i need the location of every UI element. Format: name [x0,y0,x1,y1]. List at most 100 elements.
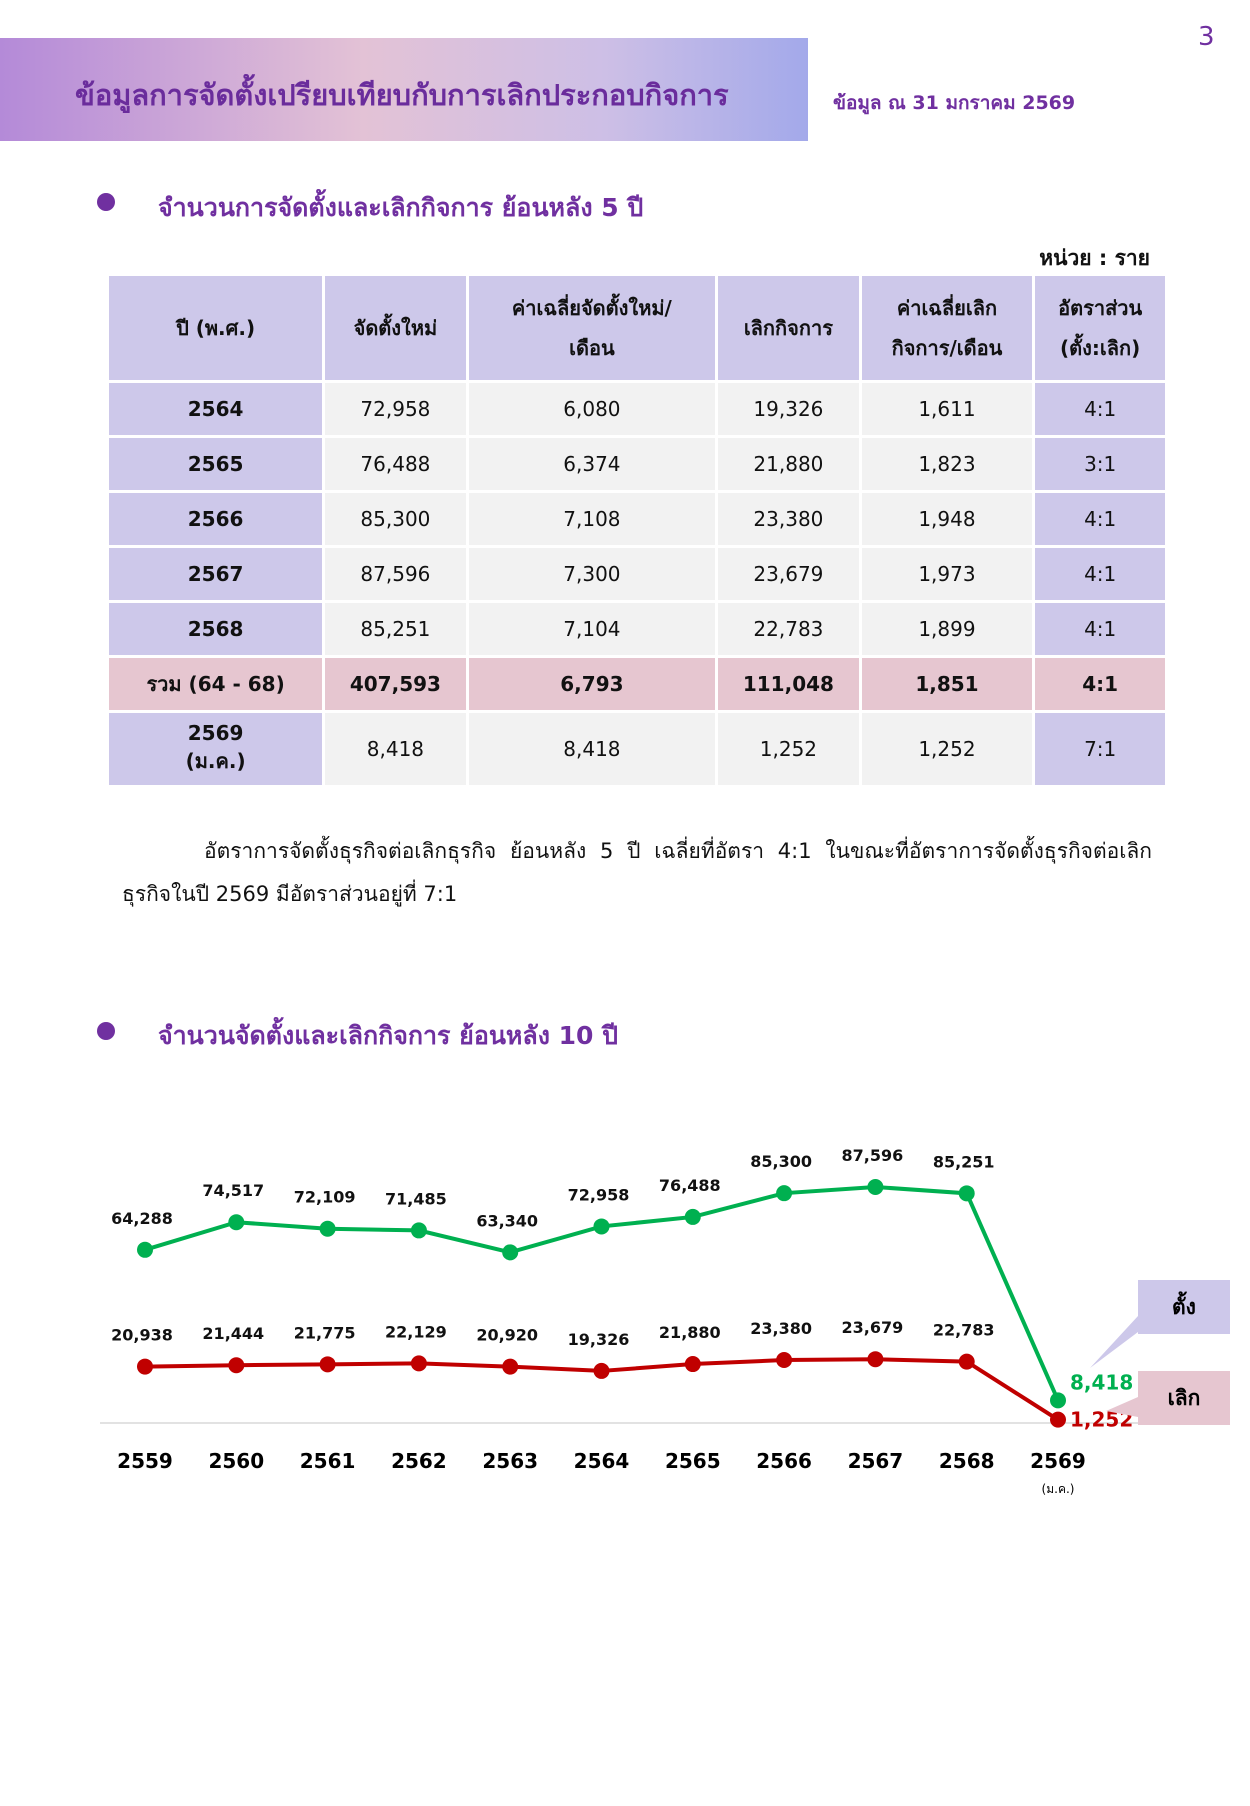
data-label: 87,596 [842,1146,904,1165]
table-cell: 7:1 [1035,713,1165,785]
data-label: 20,938 [111,1326,173,1345]
data-label: 76,488 [659,1176,721,1195]
header-cell: ปี (พ.ศ.) [109,276,323,380]
x-tick-label: 2568 [939,1449,995,1473]
table-cell: รวม (64 - 68) [109,658,323,710]
table-cell: 1,948 [861,493,1033,545]
data-label: 21,880 [659,1323,721,1342]
data-point [684,1356,701,1373]
data-label: 20,920 [476,1326,538,1345]
x-tick-label: 2567 [848,1449,904,1473]
data-point [319,1220,336,1237]
table-cell: 85,300 [325,493,466,545]
table-cell: 6,793 [468,658,716,710]
legend-callout [1090,1280,1230,1368]
table-cell: 111,048 [718,658,859,710]
data-label: 19,326 [568,1330,630,1349]
data-label: 64,288 [111,1209,173,1228]
data-label: 74,517 [202,1181,264,1200]
legend-label: เลิก [1168,1386,1201,1410]
table-cell: 23,380 [718,493,859,545]
table-row: 2568 85,251 7,104 22,783 1,899 4:1 [109,603,1165,655]
data-label: 22,783 [933,1321,995,1340]
data-label: 72,958 [568,1185,630,1204]
table-cell: 7,300 [468,548,716,600]
data-label: 85,300 [750,1152,812,1171]
table-cell: 1,252 [718,713,859,785]
table-cell: 85,251 [325,603,466,655]
data-point [593,1218,610,1235]
bullet [97,193,115,211]
data-point [137,1358,153,1375]
data-point [776,1185,793,1202]
data-point [1050,1392,1066,1409]
data-label: 63,340 [476,1211,538,1230]
table-cell: 23,679 [718,548,859,600]
table-cell: 7,108 [468,493,716,545]
data-label: 72,109 [294,1188,356,1207]
table-cell: 6,080 [468,383,716,435]
header-cell: เลิกกิจการ [718,276,859,380]
table-row: 2567 87,596 7,300 23,679 1,973 4:1 [109,548,1165,600]
data-point [1050,1411,1066,1428]
x-tick-note: (ม.ค.) [1042,1482,1075,1496]
table-row: รวม (64 - 68) 407,593 6,793 111,048 1,851 4:1 [109,658,1165,710]
data-point [867,1351,884,1368]
date-note: ข้อมูล ณ 31 มกราคม 2569 [833,92,1076,114]
table-cell: 4:1 [1035,603,1165,655]
bullet [97,1022,115,1040]
section-heading: จำนวนจัดตั้งและเลิกกิจการ ย้อนหลัง 10 ปี [158,1021,619,1050]
data-point [593,1362,610,1379]
table-cell: 1,252 [861,713,1033,785]
table-row: 2564 72,958 6,080 19,326 1,611 4:1 [109,383,1165,435]
table-cell: 2566 [109,493,323,545]
x-tick-label: 2565 [665,1449,721,1473]
data-point [867,1179,884,1195]
table-cell: 87,596 [325,548,466,600]
table-row: 2566 85,300 7,108 23,380 1,948 4:1 [109,493,1165,545]
x-tick-label: 2564 [574,1449,630,1473]
table-cell: 76,488 [325,438,466,490]
table-cell: 8,418 [325,713,466,785]
legend-label: ตั้ง [1172,1291,1196,1319]
data-label: 23,679 [842,1318,904,1337]
x-tick-label: 2559 [117,1449,173,1473]
legend-callout [1106,1371,1230,1425]
x-tick-label: 2569 [1030,1449,1086,1473]
table-cell: 7,104 [468,603,716,655]
table-cell: 22,783 [718,603,859,655]
table-row: 2569 (ม.ค.) 8,418 8,418 1,252 1,252 7:1 [109,713,1165,785]
header-band [0,38,808,141]
table-cell: 2569 (ม.ค.) [109,713,323,785]
data-point [684,1208,701,1225]
table-cell: 2568 [109,603,323,655]
page-number: 3 [1198,22,1215,52]
header-cell: จัดตั้งใหม่ [325,276,466,380]
data-point [319,1356,336,1373]
data-label: 21,444 [202,1324,264,1343]
table-cell: 4:1 [1035,658,1165,710]
section-heading: จำนวนการจัดตั้งและเลิกกิจการ ย้อนหลัง 5 … [158,193,644,222]
data-label: 23,380 [750,1319,812,1338]
paragraph: อัตราการจัดตั้งธุรกิจต่อเลิกธุรกิจ ย้อนห… [122,839,1152,906]
x-tick-label: 2563 [482,1449,538,1473]
table-cell: 21,880 [718,438,859,490]
table-cell: 2565 [109,438,323,490]
table-cell: 4:1 [1035,548,1165,600]
table-cell: 1,899 [861,603,1033,655]
data-point [410,1355,427,1372]
table-cell: 1,973 [861,548,1033,600]
table-cell: 407,593 [325,658,466,710]
data-point [502,1358,519,1375]
table-cell: 8,418 [468,713,716,785]
data-point [137,1241,153,1258]
x-tick-label: 2560 [208,1449,264,1473]
data-label: 85,251 [933,1152,995,1171]
table-cell: 2567 [109,548,323,600]
x-tick-label: 2566 [756,1449,812,1473]
table-cell: 1,851 [861,658,1033,710]
data-label: 71,485 [385,1189,447,1208]
data-label: 22,129 [385,1322,447,1341]
unit-label: หน่วย : ราย [1039,246,1150,270]
